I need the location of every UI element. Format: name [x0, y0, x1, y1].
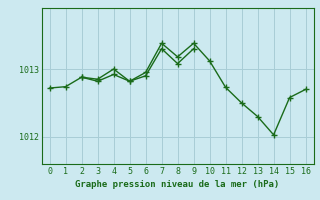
X-axis label: Graphe pression niveau de la mer (hPa): Graphe pression niveau de la mer (hPa) — [76, 180, 280, 189]
